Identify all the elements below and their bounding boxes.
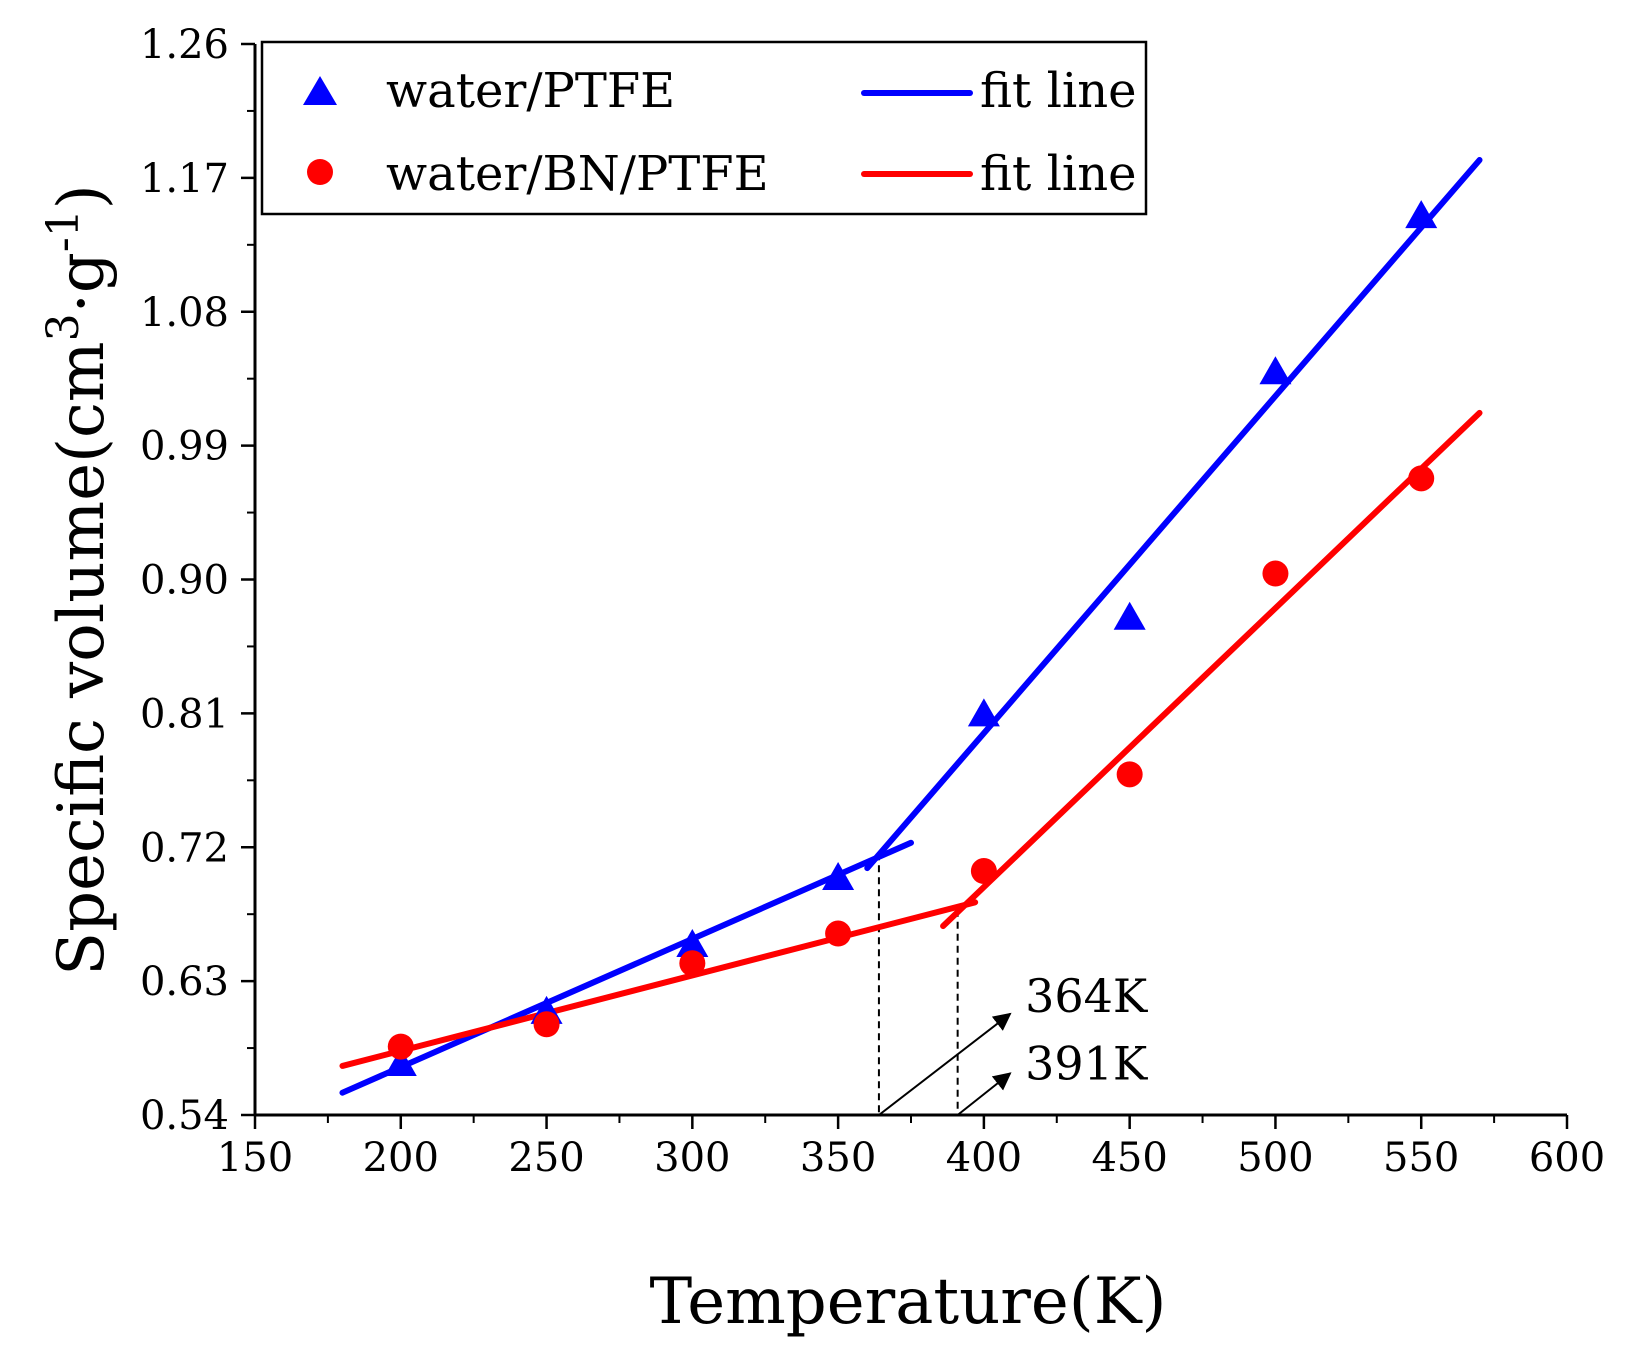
- y-tick-label: 1.26: [140, 22, 229, 68]
- y-tick-label: 1.08: [140, 290, 229, 336]
- x-tick-label: 200: [363, 1135, 439, 1181]
- data-point-water-bn-ptfe: [1408, 465, 1435, 492]
- x-tick-label: 450: [1091, 1135, 1167, 1181]
- legend-marker-water-bn-ptfe: [307, 159, 333, 185]
- data-point-water-bn-ptfe: [970, 858, 997, 885]
- legend-marker-water-ptfe: [303, 76, 337, 105]
- y-axis-title-sup1: 3: [38, 313, 89, 341]
- fit-line-red-segment-2: [940, 409, 1483, 930]
- x-tick-label: 600: [1529, 1135, 1605, 1181]
- y-tick-label: 1.17: [140, 156, 229, 202]
- data-point-water-ptfe: [1113, 601, 1146, 630]
- data-point-water-ptfe: [1259, 356, 1292, 385]
- data-point-water-ptfe: [676, 928, 709, 957]
- data-point-water-bn-ptfe: [825, 920, 852, 947]
- fit-line-blue-segment-1: [339, 839, 914, 1096]
- x-tick-label: 500: [1237, 1135, 1313, 1181]
- x-tick-label: 300: [654, 1135, 730, 1181]
- y-tick-label: 0.99: [140, 424, 229, 470]
- legend-label-water-ptfe: water/PTFE: [386, 63, 675, 119]
- y-axis-title-sup2: -1: [38, 209, 89, 252]
- x-axis-title: Temperature(K): [649, 1265, 1166, 1339]
- y-axis-title-prefix: Specific volume(cm: [45, 341, 119, 975]
- y-axis-title-suffix: ): [45, 184, 119, 209]
- annotation-label-391K: 391K: [1025, 1036, 1149, 1090]
- legend-label-blue-fit: fit line: [980, 63, 1137, 119]
- legend-label-water-bn-ptfe: water/BN/PTFE: [386, 146, 769, 202]
- y-tick-label: 0.63: [140, 959, 229, 1005]
- x-tick-label: 250: [508, 1135, 584, 1181]
- data-point-water-ptfe: [822, 862, 855, 890]
- arrow-391K: [957, 1072, 1012, 1116]
- y-tick-label: 0.81: [140, 691, 229, 737]
- data-point-water-bn-ptfe: [1116, 761, 1143, 788]
- fit-line-blue-segment-2: [864, 157, 1483, 872]
- data-point-water-bn-ptfe: [387, 1033, 414, 1060]
- plot-area: 150 200 250 300 350 400 450 500 550 600 0.54 0.63 0.…: [140, 22, 1605, 1181]
- x-tick-label: 350: [800, 1135, 876, 1181]
- legend-box: [260, 40, 1148, 216]
- y-tick-label: 0.72: [140, 825, 229, 871]
- x-tick-label: 400: [946, 1135, 1022, 1181]
- fit-line-red-segment-1: [339, 899, 979, 1069]
- data-point-water-bn-ptfe: [1262, 560, 1289, 587]
- legend: water/PTFE fit line water/BN/PTFE fit li…: [260, 40, 1148, 216]
- y-tick-label: 0.90: [140, 558, 229, 604]
- data-point-water-bn-ptfe: [533, 1011, 560, 1038]
- data-point-water-ptfe: [1405, 200, 1438, 229]
- y-axis-title: Specific volume(cm3·g-1): [38, 184, 120, 975]
- annotation-label-364K: 364K: [1025, 969, 1149, 1023]
- arrow-364K: [878, 1012, 1012, 1116]
- y-axis-title-mid: ·g: [45, 252, 119, 313]
- data-point-water-bn-ptfe: [679, 950, 706, 977]
- y-tick-label: 0.54: [140, 1093, 229, 1139]
- data-point-water-ptfe: [384, 1047, 417, 1076]
- data-point-water-ptfe: [967, 698, 1000, 727]
- x-tick-label: 550: [1383, 1135, 1459, 1181]
- x-tick-label: 150: [217, 1135, 293, 1181]
- legend-label-red-fit: fit line: [980, 146, 1137, 202]
